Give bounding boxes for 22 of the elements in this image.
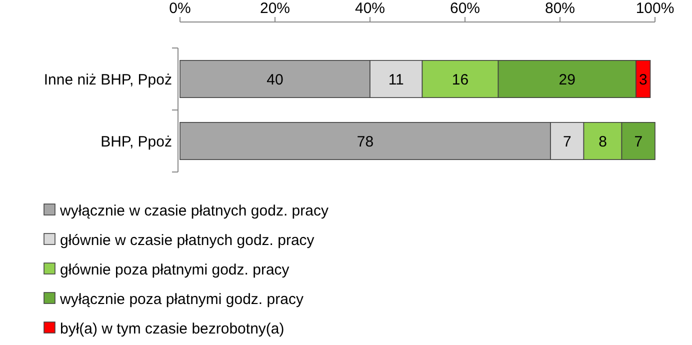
data-label: 3: [638, 71, 648, 88]
x-tick-label: 80%: [544, 0, 576, 17]
legend-label: wyłącznie w czasie płatnych godz. pracy: [59, 202, 329, 220]
y-tick-label: Inne niż BHP, Ppoż: [44, 71, 172, 88]
data-label: 16: [452, 71, 469, 88]
x-tick-label: 60%: [450, 0, 480, 17]
x-tick-label: 20%: [260, 0, 290, 17]
data-label: 78: [356, 133, 374, 150]
x-tick-label: 40%: [354, 0, 386, 17]
legend-label: był(a) w tym czasie bezrobotny(a): [60, 320, 284, 338]
x-tick-label: 100%: [636, 0, 674, 17]
data-label: 29: [558, 71, 576, 88]
data-label: 40: [266, 71, 284, 88]
data-label: 7: [634, 133, 643, 150]
y-tick-label: BHP, Ppoż: [100, 133, 172, 150]
data-label: 7: [562, 133, 572, 150]
legend-label: wyłącznie poza płatnymi godz. pracy: [59, 290, 304, 308]
x-tick-label: 0%: [169, 0, 191, 17]
legend-label: głównie poza płatnymi godz. pracy: [60, 261, 290, 278]
legend-label: głównie w czasie płatnych godz. pracy: [60, 232, 315, 249]
data-label: 8: [598, 133, 607, 150]
data-label: 11: [388, 71, 404, 88]
